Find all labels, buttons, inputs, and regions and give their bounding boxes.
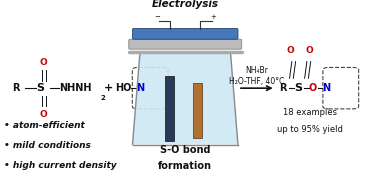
- Bar: [193, 83, 202, 138]
- Text: S-O bond: S-O bond: [160, 144, 211, 154]
- Text: NHNH: NHNH: [59, 83, 91, 93]
- FancyBboxPatch shape: [133, 28, 238, 39]
- FancyBboxPatch shape: [129, 39, 242, 49]
- Text: S: S: [36, 83, 45, 93]
- Text: 18 examples: 18 examples: [282, 108, 336, 117]
- Text: HO: HO: [116, 83, 132, 93]
- Polygon shape: [133, 52, 238, 144]
- Text: R: R: [279, 83, 287, 93]
- Text: Electrolysis: Electrolysis: [152, 0, 219, 9]
- Text: +: +: [211, 14, 217, 20]
- Text: • high current density: • high current density: [5, 161, 117, 170]
- Text: O: O: [309, 83, 317, 93]
- Text: O: O: [40, 58, 48, 67]
- Text: R: R: [12, 83, 20, 93]
- Text: O: O: [40, 110, 48, 119]
- Text: N: N: [136, 83, 144, 93]
- Text: formation: formation: [158, 161, 212, 171]
- Text: • mild conditions: • mild conditions: [5, 141, 91, 150]
- Text: 2: 2: [101, 95, 105, 101]
- Text: N: N: [322, 83, 330, 93]
- Text: up to 95% yield: up to 95% yield: [277, 125, 342, 134]
- Bar: [164, 76, 174, 141]
- Text: H₂O-THF, 40°C: H₂O-THF, 40°C: [229, 78, 285, 87]
- Text: S: S: [294, 83, 302, 93]
- Text: O: O: [306, 46, 313, 55]
- Text: • atom-efficient: • atom-efficient: [5, 121, 85, 130]
- Text: O: O: [287, 46, 294, 55]
- Text: NH₄Br: NH₄Br: [245, 66, 268, 75]
- Text: +: +: [104, 83, 113, 93]
- Text: −: −: [154, 14, 160, 20]
